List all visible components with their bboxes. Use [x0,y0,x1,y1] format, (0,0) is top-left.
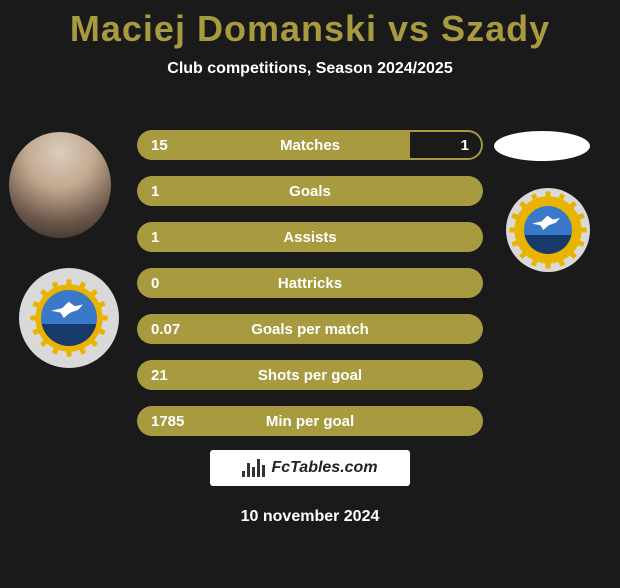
page-title: Maciej Domanski vs Szady [0,8,620,50]
stat-bar: 21Shots per goal [137,360,483,390]
stat-bar: 1Goals [137,176,483,206]
player-left-avatar [9,132,111,238]
stat-label: Matches [137,137,483,154]
stat-bar: 1Assists [137,222,483,252]
stat-label: Min per goal [137,413,483,430]
bars-icon [242,459,265,477]
stat-label: Assists [137,229,483,246]
stats-bars: 15Matches11Goals1Assists0Hattricks0.07Go… [137,130,483,452]
stat-right-value: 1 [461,137,469,154]
stat-label: Shots per goal [137,367,483,384]
site-badge: FcTables.com [210,450,410,486]
stat-bar: 15Matches1 [137,130,483,160]
stat-bar: 0Hattricks [137,268,483,298]
stat-label: Hattricks [137,275,483,292]
club-right-badge [506,188,590,272]
stat-bar: 1785Min per goal [137,406,483,436]
page-subtitle: Club competitions, Season 2024/2025 [0,60,620,78]
player-right-avatar [494,131,590,161]
stat-label: Goals [137,183,483,200]
club-left-badge [19,268,119,368]
stat-bar: 0.07Goals per match [137,314,483,344]
site-name: FcTables.com [271,459,377,477]
page-date: 10 november 2024 [0,508,620,526]
stat-label: Goals per match [137,321,483,338]
